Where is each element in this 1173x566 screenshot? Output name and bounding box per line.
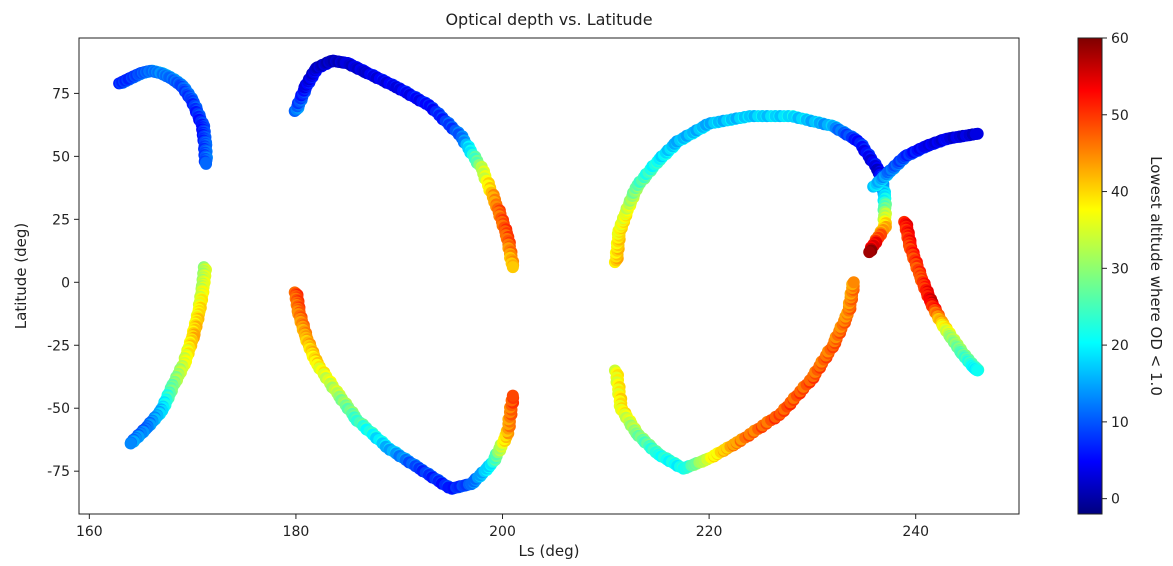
y-tick-label: 0 — [61, 275, 70, 291]
colorbar-tick-label: 10 — [1111, 415, 1129, 431]
scatter-point — [506, 389, 519, 402]
colorbar-label: Lowest altitude where OD < 1.0 — [1147, 156, 1165, 396]
x-tick-label: 160 — [76, 524, 103, 540]
colorbar-tick-label: 20 — [1111, 338, 1129, 354]
y-axis: -75 -50 -25 0 25 50 75 — [47, 86, 79, 480]
x-tick-label: 200 — [489, 524, 516, 540]
scatter-point — [847, 276, 860, 289]
scatter-point — [863, 246, 876, 259]
scatter-point — [971, 127, 984, 140]
x-axis: 160 180 200 220 240 — [76, 514, 929, 540]
colorbar-ticks: 0 10 20 30 40 50 60 — [1102, 31, 1129, 508]
plot-frame — [78, 37, 1020, 515]
y-axis-label: Latitude (deg) — [12, 223, 30, 329]
y-tick-label: 50 — [52, 149, 70, 165]
x-axis-label: Ls (deg) — [519, 542, 580, 560]
scatter-point — [506, 261, 519, 274]
colorbar-tick-label: 50 — [1111, 108, 1129, 124]
chart-title: Optical depth vs. Latitude — [445, 10, 652, 29]
x-tick-label: 240 — [902, 524, 929, 540]
scatter-point — [971, 364, 984, 377]
scatter-point — [200, 157, 213, 170]
y-tick-label: -25 — [47, 338, 70, 354]
colorbar — [1077, 37, 1103, 515]
colorbar-tick-label: 30 — [1111, 261, 1129, 277]
scatter-points — [113, 54, 985, 495]
x-tick-label: 220 — [696, 524, 723, 540]
y-tick-label: 25 — [52, 212, 70, 228]
y-tick-label: -75 — [47, 464, 70, 480]
y-tick-label: -50 — [47, 401, 70, 417]
colorbar-tick-label: 40 — [1111, 185, 1129, 201]
x-tick-label: 180 — [283, 524, 310, 540]
colorbar-tick-label: 0 — [1111, 492, 1120, 508]
scatter-point — [124, 437, 137, 450]
colorbar-tick-label: 60 — [1111, 31, 1129, 47]
y-tick-label: 75 — [52, 86, 70, 102]
